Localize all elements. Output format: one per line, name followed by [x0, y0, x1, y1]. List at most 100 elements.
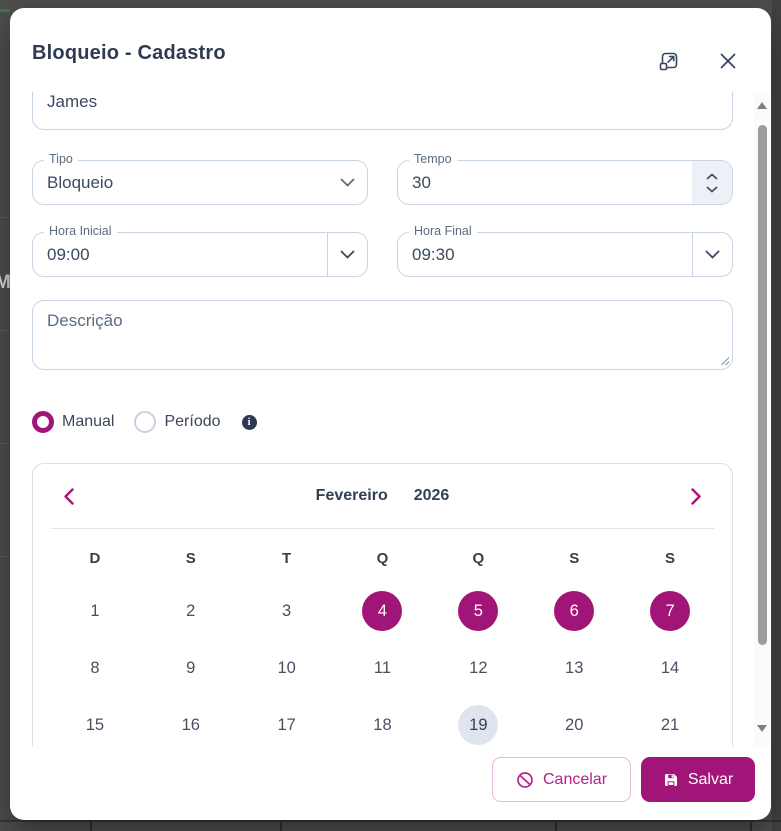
calendar-day-20[interactable]: 20 — [565, 715, 584, 734]
name-field — [32, 92, 733, 130]
weekday-label: Q — [376, 550, 389, 567]
backdrop-row-line — [0, 443, 10, 444]
calendar-day-cell: 6 — [526, 591, 622, 631]
calendar-day-8[interactable]: 8 — [90, 658, 100, 677]
calendar-day-14[interactable]: 14 — [660, 658, 680, 677]
hora-final-label: Hora Final — [409, 224, 477, 238]
calendar-day-4[interactable]: 4 — [362, 591, 403, 631]
scrollbar-thumb[interactable] — [757, 125, 767, 645]
calendar-day-cell: 9 — [143, 648, 239, 688]
tipo-select[interactable]: Tipo Bloqueio — [32, 152, 368, 205]
calendar-day-7[interactable]: 7 — [650, 591, 691, 631]
calendar-next-icon[interactable] — [684, 484, 708, 508]
calendar-day-12[interactable]: 12 — [469, 658, 488, 677]
bloqueio-cadastro-dialog: Bloqueio - Cadastro Tipo Bloqueio — [10, 8, 771, 820]
calendar-day-9[interactable]: 9 — [186, 658, 196, 677]
calendar-prev-icon[interactable] — [57, 484, 81, 508]
radio-periodo-label: Período — [164, 413, 221, 430]
calendar-day-cell: 2 — [143, 591, 239, 631]
calendar-day-cell: 8 — [47, 648, 143, 688]
tipo-value: Bloqueio — [47, 172, 114, 192]
save-icon — [664, 773, 677, 786]
descricao-textarea[interactable] — [32, 300, 733, 370]
save-button[interactable]: Salvar — [641, 757, 755, 802]
chevron-down-icon[interactable] — [327, 161, 367, 204]
calendar-day-10[interactable]: 10 — [277, 658, 296, 677]
hora-inicial-value: 09:00 — [47, 244, 90, 264]
scroll-down-icon[interactable] — [757, 725, 767, 732]
calendar-day-cell: 1 — [47, 591, 143, 631]
backdrop-row-line — [0, 217, 10, 218]
calendar-month-select[interactable]: Fevereiro — [315, 487, 388, 504]
calendar-day-21[interactable]: 21 — [660, 715, 680, 734]
calendar-day-cell: 17 — [239, 705, 335, 745]
weekday-label: S — [569, 550, 580, 567]
calendar-day-17[interactable]: 17 — [277, 715, 296, 734]
increment-icon[interactable] — [705, 172, 719, 180]
radio-manual-label: Manual — [62, 413, 115, 430]
expand-dialog-icon[interactable] — [656, 48, 682, 74]
backdrop-column-line — [555, 822, 557, 831]
calendar-day-cell: 19 — [430, 705, 526, 745]
vertical-scrollbar[interactable] — [754, 92, 770, 747]
dialog-title: Bloqueio - Cadastro — [32, 42, 226, 64]
calendar-day-cell: 5 — [430, 591, 526, 631]
calendar-day-6[interactable]: 6 — [554, 591, 595, 631]
calendar-day-cell: 10 — [239, 648, 335, 688]
calendar-day-3[interactable]: 3 — [282, 601, 292, 620]
chevron-down-icon[interactable] — [327, 233, 367, 276]
chevron-down-icon[interactable] — [692, 233, 732, 276]
calendar-divider — [51, 528, 714, 529]
backdrop-bottom-line — [0, 820, 781, 822]
hora-inicial-label: Hora Inicial — [44, 224, 117, 238]
hora-final-select[interactable]: Hora Final 09:30 — [397, 224, 733, 277]
calendar-day-19[interactable]: 19 — [458, 705, 499, 745]
dialog-scroll-region: Tipo Bloqueio Tempo — [10, 92, 755, 747]
calendar-day-2[interactable]: 2 — [186, 601, 196, 620]
backdrop-column-line — [280, 822, 282, 831]
calendar-day-cell: 15 — [47, 705, 143, 745]
weekday-label: Q — [472, 550, 485, 567]
calendar-day-cell: 7 — [622, 591, 718, 631]
close-dialog-icon[interactable] — [715, 48, 741, 74]
backdrop-text-fragment: M — [0, 272, 11, 293]
weekday-label: T — [282, 550, 292, 567]
backdrop-column-line — [750, 822, 752, 831]
tempo-spinner — [692, 161, 732, 204]
calendar-day-1[interactable]: 1 — [90, 601, 100, 620]
info-icon[interactable]: i — [241, 414, 257, 430]
calendar-day-cell: 3 — [239, 591, 335, 631]
radio-dot-periodo[interactable] — [134, 411, 157, 433]
weekday-label: S — [185, 550, 196, 567]
calendar-day-11[interactable]: 11 — [373, 658, 392, 677]
calendar-grid: 1 2 3 4 5 6 7 8 9 10 11 12 13 14 15 16 17 18 19 20 21 — [33, 571, 732, 745]
tempo-input[interactable] — [398, 172, 692, 193]
backdrop-table-accent — [0, 9, 10, 12]
decrement-icon[interactable] — [705, 185, 719, 193]
calendar-day-5[interactable]: 5 — [458, 591, 499, 631]
calendar-day-cell: 14 — [622, 648, 718, 688]
weekday-label: S — [665, 550, 676, 567]
radio-periodo[interactable]: Período — [134, 411, 221, 433]
cancel-button[interactable]: Cancelar — [492, 757, 631, 802]
calendar-day-15[interactable]: 15 — [85, 715, 105, 734]
calendar-year-select[interactable]: 2026 — [413, 487, 450, 504]
hora-final-value: 09:30 — [412, 244, 455, 264]
weekday-label: D — [89, 550, 101, 567]
radio-dot-manual[interactable] — [32, 411, 54, 433]
name-input[interactable] — [33, 92, 732, 112]
radio-manual[interactable]: Manual — [32, 411, 114, 433]
backdrop-row-line — [0, 330, 10, 331]
tempo-label: Tempo — [409, 152, 457, 166]
hora-inicial-select[interactable]: Hora Inicial 09:00 — [32, 224, 368, 277]
calendar-day-18[interactable]: 18 — [373, 715, 392, 734]
calendar-day-13[interactable]: 13 — [565, 658, 584, 677]
save-button-label: Salvar — [687, 770, 734, 788]
calendar-day-cell: 18 — [335, 705, 431, 745]
calendar-day-cell: 13 — [526, 648, 622, 688]
calendar-day-cell: 21 — [622, 705, 718, 745]
calendar-day-16[interactable]: 16 — [181, 715, 200, 734]
scroll-up-icon[interactable] — [757, 102, 767, 109]
calendar-day-cell: 20 — [526, 705, 622, 745]
